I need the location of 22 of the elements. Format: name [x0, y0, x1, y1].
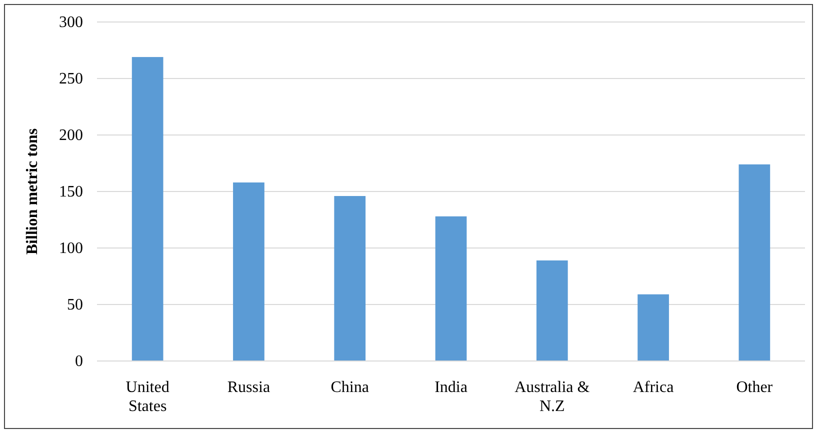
y-tick-label: 250 — [59, 70, 83, 88]
y-tick-label: 200 — [59, 127, 83, 144]
x-tick-label: Russia — [227, 379, 270, 396]
x-tick-label: China — [330, 379, 369, 396]
bar — [638, 294, 669, 361]
y-tick-label: 100 — [59, 240, 83, 258]
x-tick-label: Africa — [632, 379, 674, 396]
bar — [738, 164, 770, 361]
bar — [435, 216, 467, 361]
y-tick-label: 0 — [75, 353, 83, 370]
bar — [536, 260, 568, 361]
y-tick-label: 150 — [59, 184, 83, 201]
x-tick-label: India — [434, 379, 468, 396]
x-tick-label: United States — [126, 379, 170, 416]
x-tick-label: Australia & N.Z — [514, 379, 590, 416]
y-tick-label: 300 — [59, 14, 83, 32]
x-tick-label: Other — [736, 379, 774, 396]
bar — [233, 182, 264, 361]
bar — [132, 57, 164, 361]
bar — [334, 196, 366, 361]
y-axis-title: Billion metric tons — [24, 128, 41, 255]
y-tick-label: 50 — [67, 296, 83, 314]
